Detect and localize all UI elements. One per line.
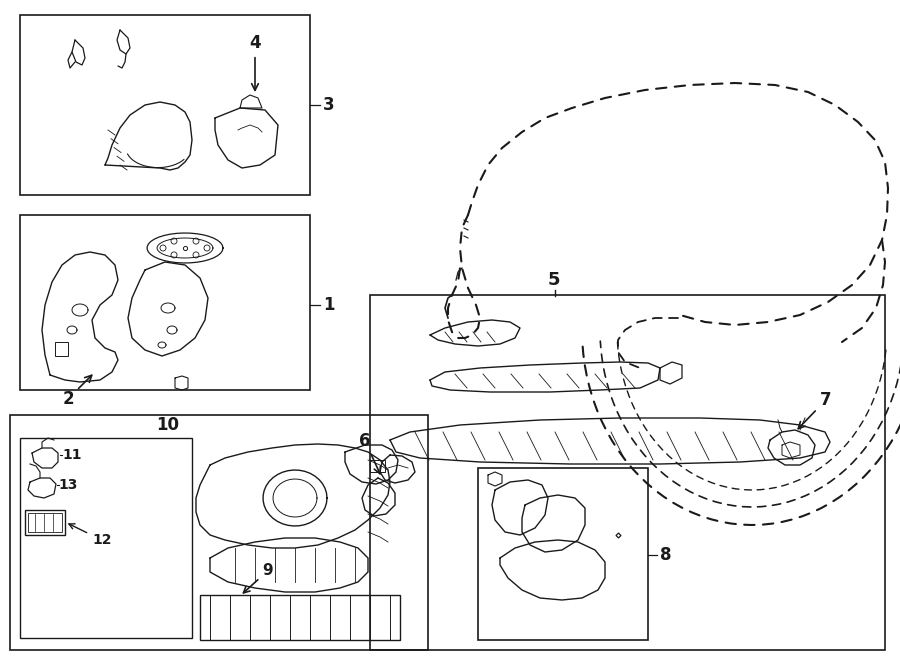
Bar [478, 468, 648, 640]
Text: 12: 12 [69, 524, 112, 547]
Bar [370, 295, 885, 650]
Text: 9: 9 [243, 563, 274, 593]
Text: 11: 11 [62, 448, 82, 462]
Text: 7: 7 [798, 391, 832, 429]
Text: 4: 4 [249, 34, 261, 91]
Bar [25, 510, 65, 535]
Text: 5: 5 [548, 271, 561, 289]
Text: 6: 6 [359, 432, 381, 474]
Bar [20, 15, 310, 195]
Bar [370, 460, 385, 472]
Bar [20, 215, 310, 390]
Text: 13: 13 [58, 478, 77, 492]
Text: 1: 1 [323, 296, 335, 314]
Bar [28, 513, 62, 532]
Bar [10, 415, 428, 650]
Bar [200, 595, 400, 640]
Text: 10: 10 [157, 416, 179, 434]
Text: 8: 8 [660, 546, 671, 564]
Text: 2: 2 [62, 375, 92, 408]
Text: 3: 3 [323, 96, 335, 114]
Bar [20, 438, 192, 638]
Bar [55, 342, 68, 356]
